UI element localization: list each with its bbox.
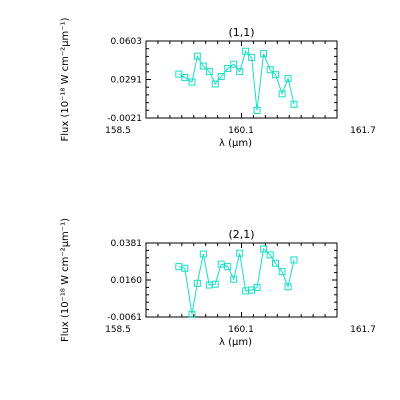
data-point (181, 73, 189, 81)
data-series-line (178, 50, 295, 111)
x-tick-label-left: 158.5 (105, 126, 131, 136)
data-point (217, 260, 225, 268)
data-point (290, 256, 298, 264)
chart-title: (1,1) (228, 26, 254, 39)
y-ticks (146, 242, 337, 318)
y-axis-label: Flux (10⁻¹⁸ W cm⁻²μm⁻¹) (60, 17, 71, 141)
data-point (199, 62, 207, 70)
data-point (260, 245, 268, 253)
y-ticks (146, 40, 337, 119)
data-point (290, 100, 298, 108)
x-ticks (145, 41, 338, 118)
y-tick-label-top: 0.0381 (111, 239, 143, 249)
data-point (224, 263, 232, 271)
data-point (278, 268, 286, 276)
chart-title: (2,1) (228, 228, 254, 241)
y-axis-label: Flux (10⁻¹⁸ W cm⁻²μm⁻¹) (60, 218, 71, 342)
data-point (266, 66, 274, 74)
data-point (242, 47, 250, 55)
data-point (284, 283, 292, 291)
chart-panel-1: (1,1) 0.0603 0.0291 -0.0021 158.5 160.1 … (60, 17, 376, 149)
data-point (193, 52, 201, 60)
y-tick-label-mid: 0.0291 (111, 76, 143, 86)
data-point (211, 80, 219, 88)
data-series-line (178, 248, 295, 315)
data-point (253, 106, 261, 114)
y-tick-label-top: 0.0603 (111, 37, 143, 47)
data-point (199, 250, 207, 258)
data-point (272, 259, 280, 267)
y-tick-label-mid: 0.0160 (111, 276, 143, 286)
x-axis-label: λ (μm) (219, 337, 252, 348)
y-tick-label-bottom: -0.0061 (107, 313, 142, 323)
x-tick-label-right: 161.7 (350, 126, 376, 136)
data-point (253, 284, 261, 292)
data-point (236, 68, 244, 76)
data-point (260, 50, 268, 58)
data-markers (175, 245, 298, 318)
data-point (278, 90, 286, 98)
plot-frame (145, 40, 338, 119)
data-point (272, 71, 280, 79)
x-tick-label-mid: 160.1 (228, 126, 254, 136)
data-point (193, 279, 201, 287)
x-tick-label-left: 158.5 (105, 325, 131, 335)
data-point (205, 68, 213, 76)
data-point (236, 249, 244, 257)
plot-frame (145, 242, 338, 318)
data-point (230, 275, 238, 283)
x-tick-label-mid: 160.1 (228, 325, 254, 335)
x-ticks (145, 243, 338, 317)
x-tick-label-right: 161.7 (350, 325, 376, 335)
y-tick-label-bottom: -0.0021 (107, 114, 142, 124)
chart-panel-2: (2,1) 0.0381 0.0160 -0.0061 158.5 160.1 … (60, 218, 376, 348)
data-point (217, 73, 225, 81)
x-axis-label: λ (μm) (219, 138, 252, 149)
data-point (181, 264, 189, 272)
data-point (284, 74, 292, 82)
data-markers (175, 47, 298, 114)
data-point (230, 60, 238, 68)
data-point (211, 280, 219, 288)
data-point (248, 53, 256, 61)
data-point (188, 310, 196, 318)
data-point (188, 78, 196, 86)
data-point (224, 65, 232, 73)
data-point (266, 251, 274, 259)
